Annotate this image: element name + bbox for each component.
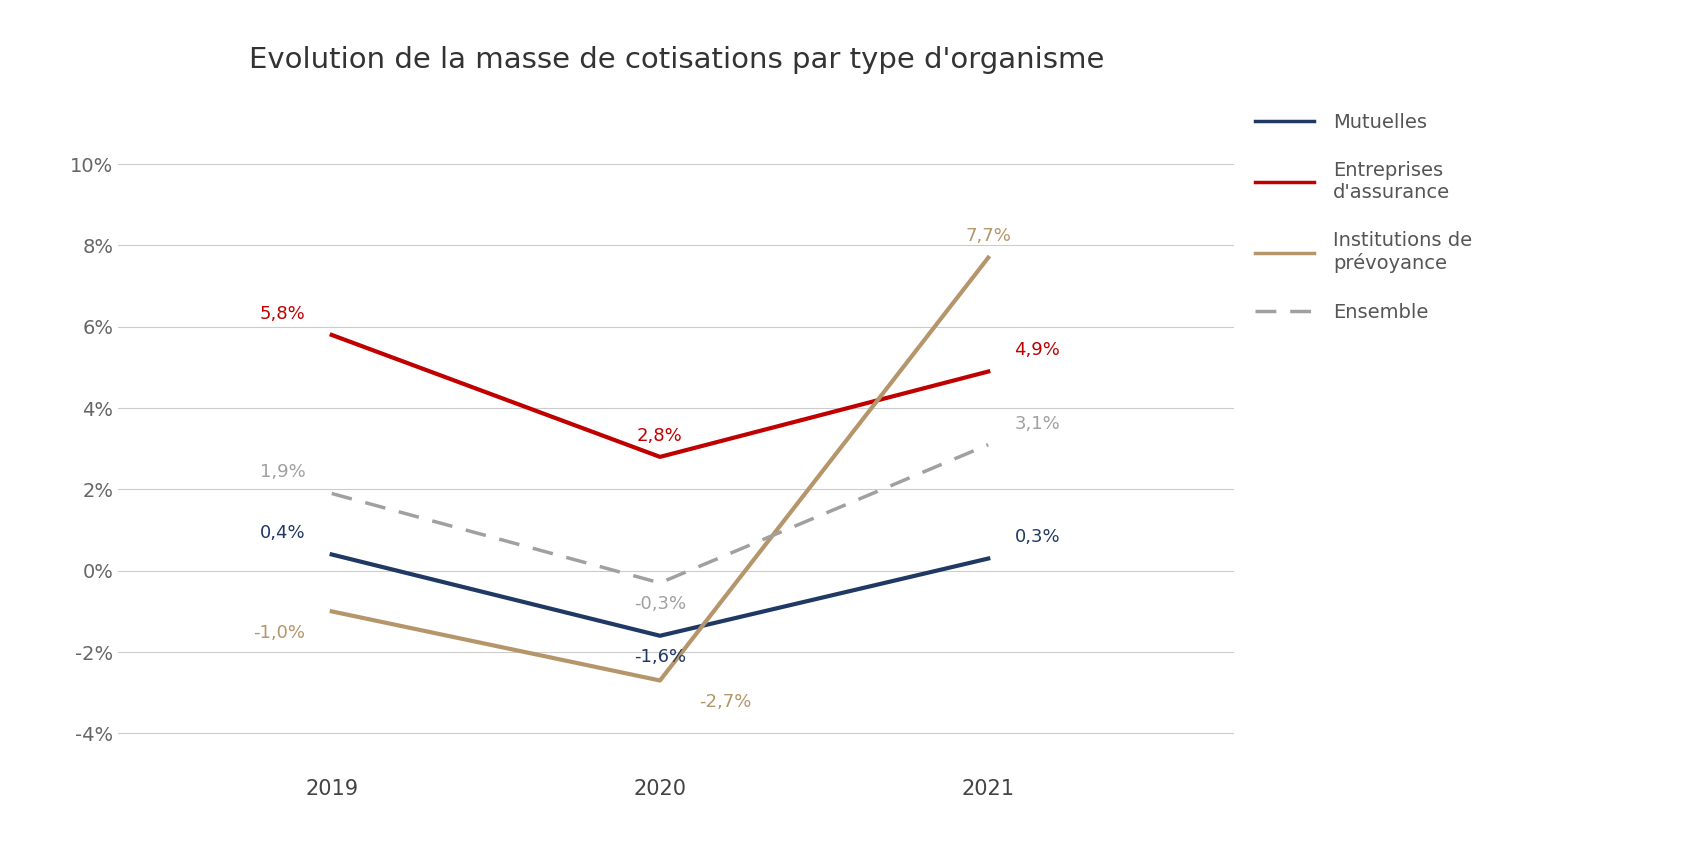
Title: Evolution de la masse de cotisations par type d'organisme: Evolution de la masse de cotisations par… <box>249 46 1104 75</box>
Text: 0,4%: 0,4% <box>260 525 306 543</box>
Text: 7,7%: 7,7% <box>966 228 1011 245</box>
Legend: Mutuelles, Entreprises
d'assurance, Institutions de
prévoyance, Ensemble: Mutuelles, Entreprises d'assurance, Inst… <box>1255 113 1473 322</box>
Text: 2,8%: 2,8% <box>638 427 683 445</box>
Text: 0,3%: 0,3% <box>1015 528 1060 546</box>
Text: 1,9%: 1,9% <box>260 464 306 482</box>
Text: 5,8%: 5,8% <box>260 304 306 322</box>
Text: -1,0%: -1,0% <box>254 624 306 642</box>
Text: -2,7%: -2,7% <box>700 692 752 710</box>
Text: -1,6%: -1,6% <box>634 648 687 666</box>
Text: 4,9%: 4,9% <box>1015 341 1060 359</box>
Text: -0,3%: -0,3% <box>634 595 687 613</box>
Text: 3,1%: 3,1% <box>1015 415 1060 433</box>
